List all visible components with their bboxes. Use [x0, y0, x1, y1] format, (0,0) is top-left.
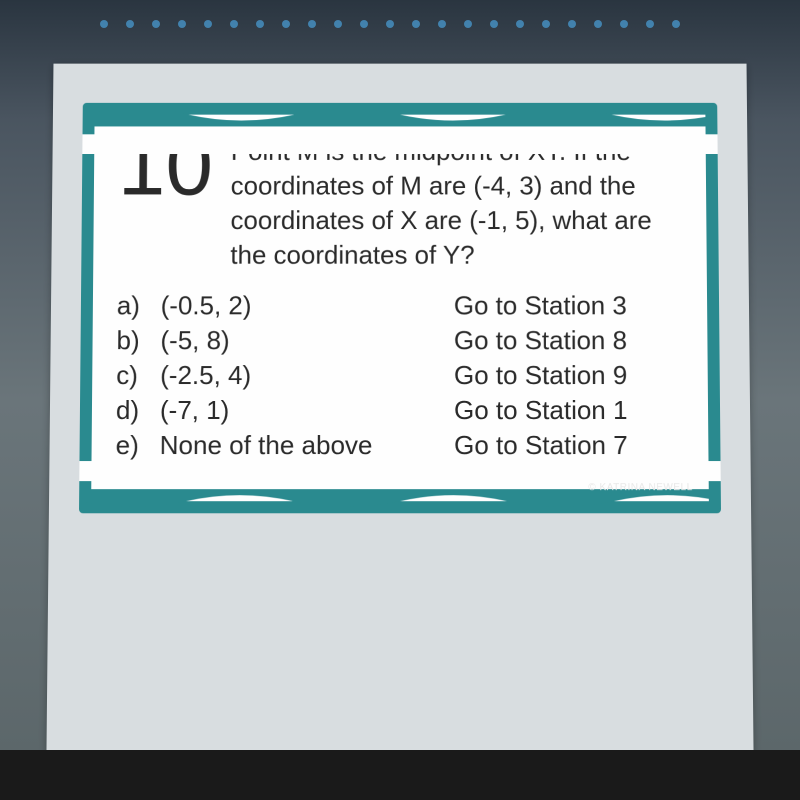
- prompt-part-1: Point M is the midpoint of: [231, 136, 528, 166]
- question-header: 10 Point M is the midpoint of XY. If the…: [117, 134, 683, 273]
- screen-bottom-bar: [0, 750, 800, 800]
- option-value: (-5, 8): [160, 326, 454, 357]
- option-letter: a): [117, 291, 161, 322]
- option-direction: Go to Station 9: [454, 360, 684, 391]
- option-value: (-0.5, 2): [161, 291, 454, 322]
- option-e[interactable]: e) None of the above Go to Station 7: [116, 430, 685, 461]
- option-c[interactable]: c) (-2.5, 4) Go to Station 9: [116, 360, 684, 391]
- option-a[interactable]: a) (-0.5, 2) Go to Station 3: [117, 291, 684, 322]
- card-border-top: [83, 103, 718, 127]
- answer-options: a) (-0.5, 2) Go to Station 3 b) (-5, 8) …: [116, 291, 685, 462]
- copyright-credit: © KATRINA NEWELL: [588, 483, 692, 494]
- option-d[interactable]: d) (-7, 1) Go to Station 1: [116, 395, 684, 426]
- option-letter: e): [116, 430, 160, 461]
- option-direction: Go to Station 3: [454, 291, 683, 322]
- option-value: None of the above: [160, 430, 454, 461]
- question-number: 10: [118, 128, 214, 204]
- option-direction: Go to Station 8: [454, 326, 684, 357]
- option-value: (-7, 1): [160, 395, 454, 426]
- question-prompt: Point M is the midpoint of XY. If the co…: [230, 134, 683, 273]
- option-letter: c): [116, 360, 160, 391]
- option-letter: b): [116, 326, 160, 357]
- decorative-dots: [0, 20, 800, 28]
- option-direction: Go to Station 1: [454, 395, 684, 426]
- option-direction: Go to Station 7: [454, 430, 684, 461]
- segment-xy: XY: [528, 136, 559, 166]
- option-value: (-2.5, 4): [160, 360, 454, 391]
- page-background: 10 Point M is the midpoint of XY. If the…: [46, 64, 753, 754]
- option-letter: d): [116, 395, 160, 426]
- question-card: 10 Point M is the midpoint of XY. If the…: [79, 103, 721, 514]
- option-b[interactable]: b) (-5, 8) Go to Station 8: [116, 326, 683, 357]
